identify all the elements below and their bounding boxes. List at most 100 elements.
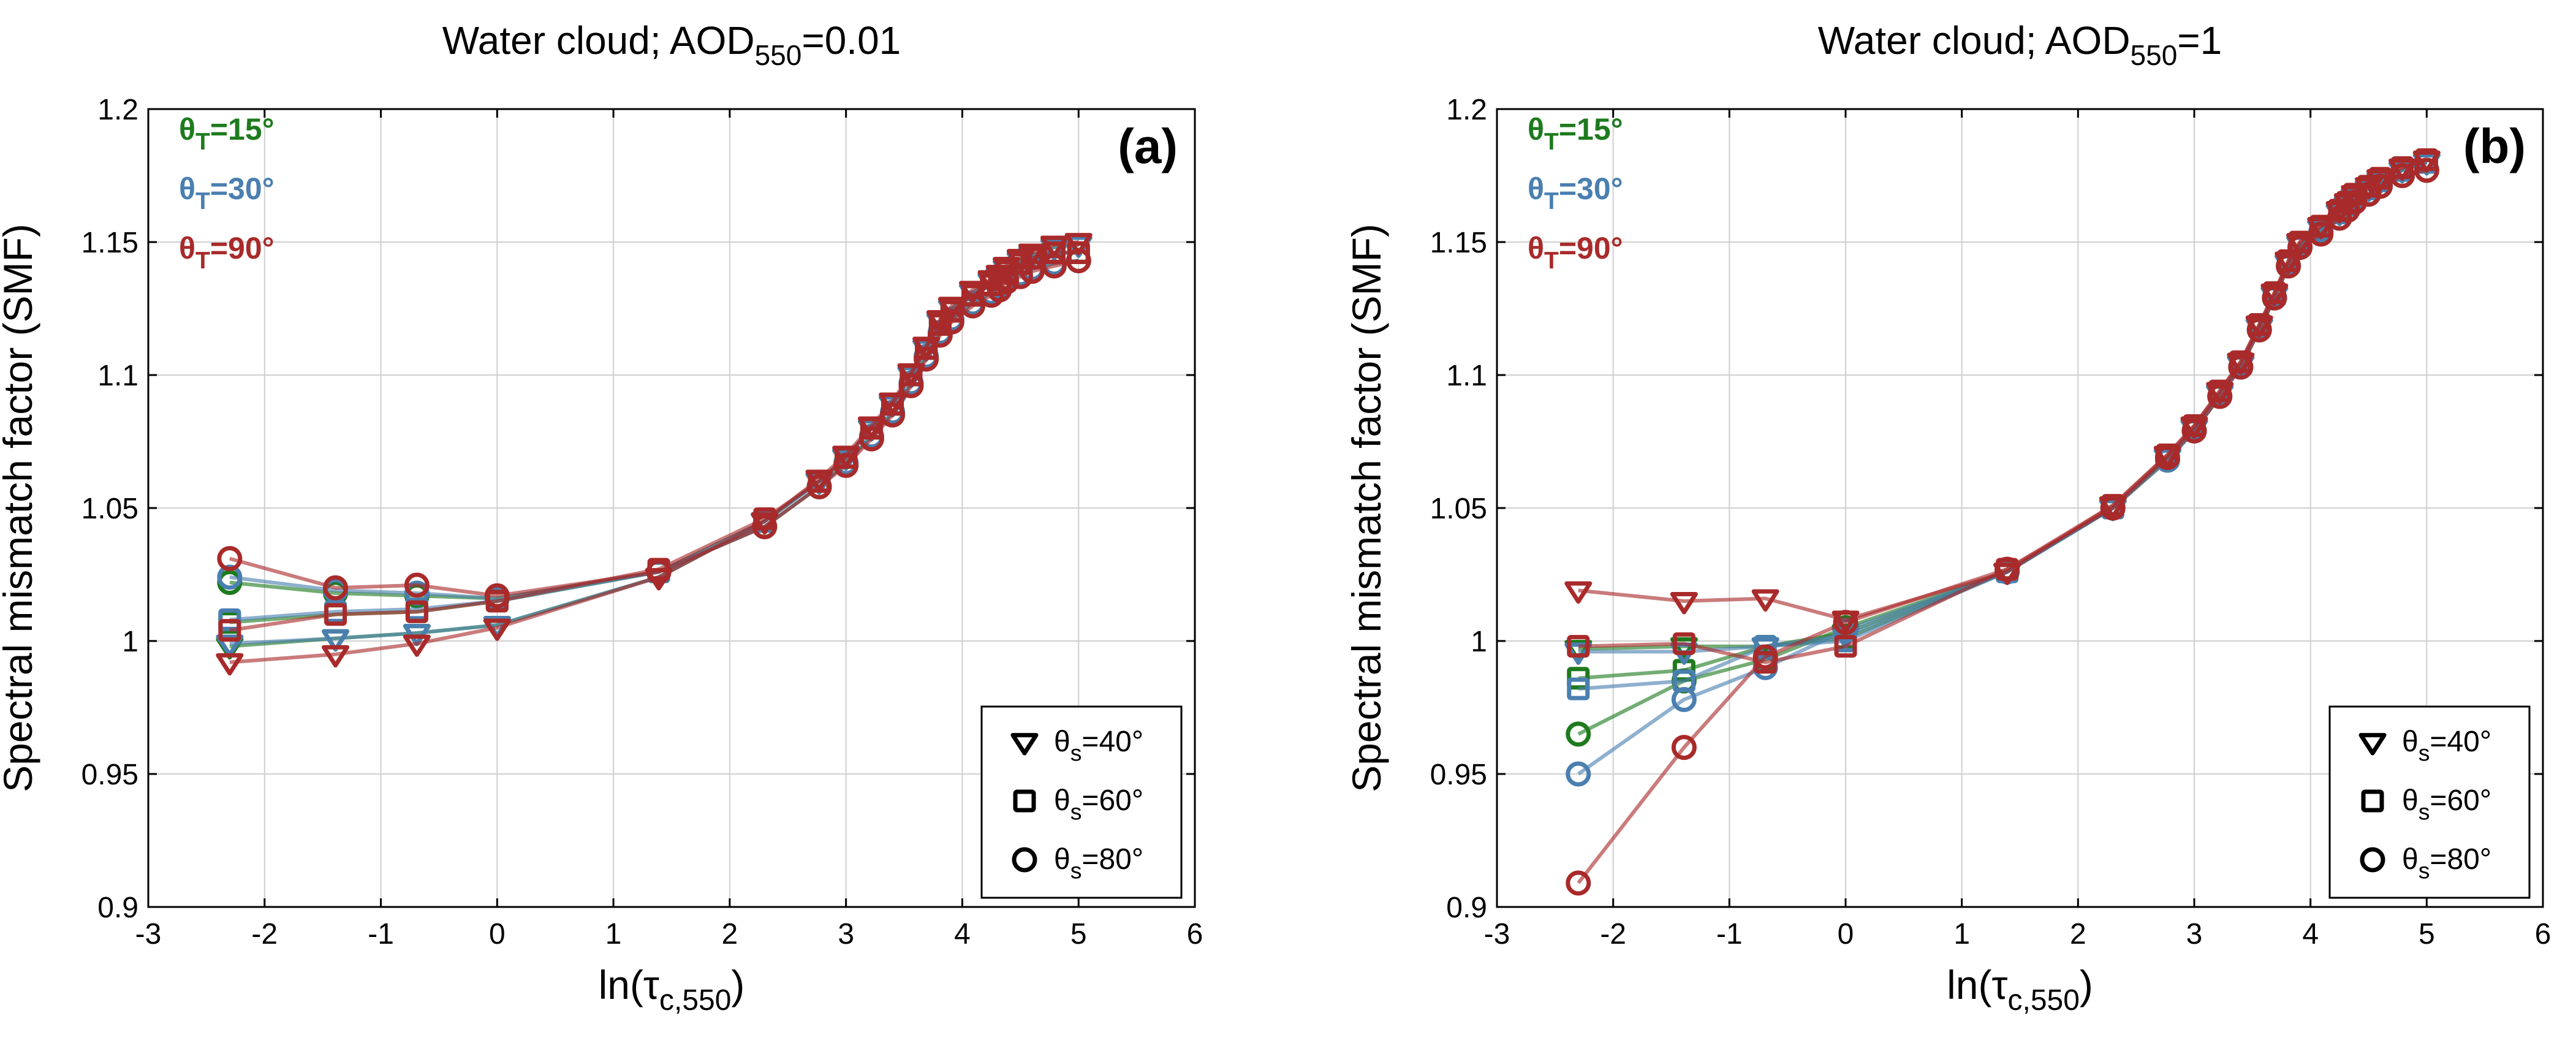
data-point-circle: [1995, 556, 2020, 582]
data-point-circle: [2367, 173, 2393, 199]
color-legend-item-sub: T: [1544, 129, 1559, 155]
data-point-triangle: [322, 629, 350, 652]
data-point-circle: [323, 575, 349, 601]
marker-legend-label-sub: s: [1070, 798, 1082, 824]
data-point-square: [1042, 241, 1066, 264]
data-point-square: [1567, 635, 1590, 658]
color-legend-item: θT=30°: [1528, 172, 1623, 214]
marker-legend-label-text: =60°: [1082, 784, 1143, 817]
marker-legend-label-text: =40°: [1082, 726, 1143, 758]
data-point-square: [1672, 632, 1695, 655]
data-point-circle: [1019, 259, 1045, 284]
x-tick-label: -3: [1484, 918, 1510, 950]
y-tick-label: 1: [1471, 626, 1487, 658]
x-axis-label-close: ): [731, 962, 744, 1007]
x-axis-label-main: ln(τ: [1947, 962, 2007, 1007]
marker-legend: θs=40°θs=60°θs=80°: [980, 705, 1183, 899]
x-tick-label: 0: [1838, 918, 1854, 950]
data-point-triangle: [216, 634, 244, 657]
x-tick-label: -2: [251, 918, 278, 950]
data-point-circle: [994, 269, 1020, 295]
data-point-square: [324, 603, 347, 626]
series-group: [216, 233, 1093, 676]
color-legend-item: θT=15°: [179, 112, 275, 155]
chart-title: Water cloud; AOD550=0.01: [442, 18, 901, 71]
x-tick-label: 1: [605, 918, 622, 950]
y-tick-label: 1.1: [97, 360, 138, 392]
data-point-square: [405, 600, 428, 623]
x-tick-label: 0: [489, 918, 506, 950]
legend-marker-triangle: [1010, 733, 1039, 756]
chart-panel-a: -3 -2 -1 0 1 2 3 4 5 6 0.9 0.95 1 1.05 1.1 1.15 1.2 Water…: [0, 18, 1203, 1017]
data-point-circle: [217, 564, 243, 590]
data-point-circle: [960, 293, 986, 319]
chart-title: Water cloud; AOD550=1: [1818, 18, 2222, 71]
data-point-circle: [880, 402, 906, 428]
x-tick-label: 6: [1187, 918, 1203, 950]
y-tick-label: 1.15: [1430, 227, 1487, 259]
color-legend-item: θT=15°: [1528, 112, 1623, 155]
color-legend-item-symbol: θ: [179, 231, 195, 265]
marker-legend-label-symbol: θ: [1054, 784, 1070, 817]
y-tick-label: 1.15: [81, 227, 138, 259]
x-tick-label: 4: [954, 918, 971, 950]
color-legend-item: θT=90°: [179, 231, 275, 274]
color-legend-item: θT=90°: [1528, 231, 1623, 274]
data-point-circle: [914, 346, 939, 372]
data-point-circle: [1066, 248, 1091, 273]
series-line: [1577, 168, 2427, 884]
data-point-square: [1834, 635, 1857, 658]
data-point-circle: [2181, 418, 2207, 444]
x-tick-label: -2: [1600, 918, 1626, 950]
y-tick-label: 0.9: [97, 892, 138, 924]
x-tick-label: -1: [368, 918, 394, 950]
marker-legend-label: θs=80°: [2402, 843, 2491, 883]
series-line: [229, 259, 1079, 598]
data-point-square: [1020, 246, 1044, 270]
data-point-triangle: [216, 653, 244, 676]
marker-legend-label: θs=40°: [1054, 726, 1143, 765]
data-point-circle: [1671, 735, 1697, 760]
x-tick-label: 5: [2419, 918, 2435, 950]
chart-panel-b: -3 -2 -1 0 1 2 3 4 5 6 0.9 0.95 1 1.05 1.1 1.15 1.2 Water…: [1344, 18, 2551, 1017]
data-point-circle: [2228, 354, 2254, 380]
color-legend-item-sub: T: [1544, 188, 1559, 214]
x-tick-label: -1: [1716, 918, 1743, 950]
marker-legend-label-symbol: θ: [2402, 784, 2419, 817]
color-legend-item-text: =90°: [1559, 231, 1623, 265]
marker-legend-label: θs=60°: [2402, 784, 2491, 824]
x-tick-label: 4: [2302, 918, 2319, 950]
marker-legend-label-symbol: θ: [1054, 726, 1070, 758]
data-point-triangle: [483, 618, 511, 641]
data-point-triangle: [1751, 589, 1779, 612]
data-point-circle: [1566, 870, 1591, 896]
data-point-circle: [1752, 644, 1778, 670]
data-point-circle: [806, 474, 832, 499]
marker-legend-label-sub: s: [2419, 798, 2430, 824]
data-point-circle: [2154, 445, 2180, 471]
data-point-circle: [646, 559, 672, 585]
data-point-circle: [833, 453, 859, 479]
y-tick-label: 1.05: [1430, 493, 1487, 525]
marker-legend-label: θs=80°: [1054, 843, 1143, 883]
chart-title-sub: 550: [2131, 39, 2178, 71]
data-point-circle: [2276, 253, 2301, 279]
color-legend-item-sub: T: [195, 129, 210, 155]
marker-legend-label-text: =80°: [2430, 843, 2491, 876]
data-point-circle: [1041, 253, 1067, 279]
color-legend-item-sub: T: [1544, 248, 1559, 274]
data-point-circle: [2207, 384, 2233, 409]
legend-marker-circle: [1012, 847, 1037, 873]
legend-marker-triangle: [2358, 733, 2387, 756]
chart-title-main: Water cloud; AOD: [442, 18, 755, 63]
color-legend-item-text: =90°: [210, 231, 275, 265]
x-tick-label: 3: [2186, 918, 2203, 950]
data-point-triangle: [322, 645, 350, 668]
data-point-circle: [1566, 761, 1591, 787]
marker-legend-label-text: =60°: [2430, 784, 2491, 817]
series: [217, 248, 1091, 609]
x-tick-label: 1: [1953, 918, 1970, 950]
data-point-circle: [939, 309, 964, 335]
data-point-triangle: [1670, 592, 1698, 615]
